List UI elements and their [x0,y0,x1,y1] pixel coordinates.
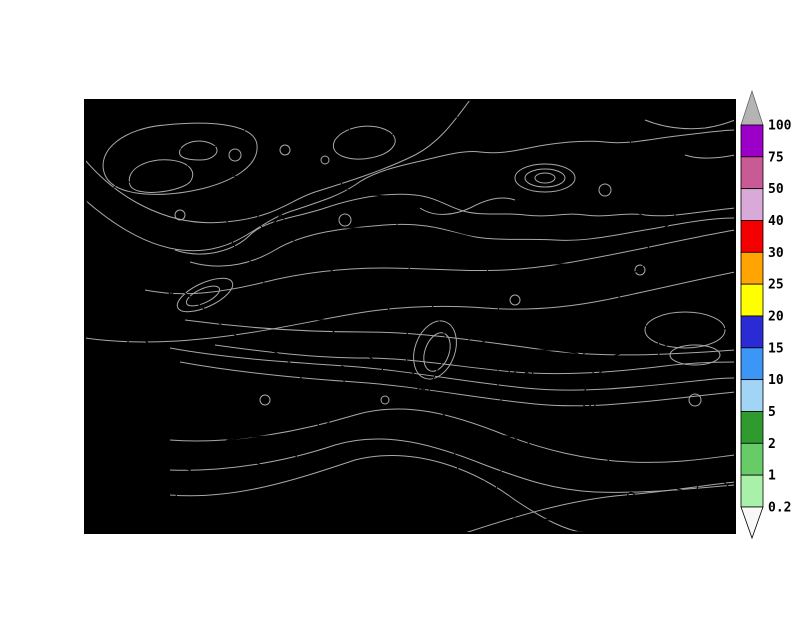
legend-value-label: 15 [768,341,784,356]
legend-value-label: 0.2 [768,500,791,515]
legend-color-block [740,442,764,476]
map-frame [84,99,736,534]
legend-color-block [740,315,764,349]
legend-color-block [740,156,764,190]
legend-arrow-above [740,89,764,126]
legend-color-block [740,124,764,158]
map-plot-area [84,99,736,534]
legend-value-label: 30 [768,246,784,261]
legend-value-label: 25 [768,278,784,293]
legend-value-label: 75 [768,150,784,165]
legend-value-label: 10 [768,373,784,388]
legend-value-label: 40 [768,214,784,229]
legend-color-block [740,379,764,412]
legend-color-block [740,474,764,508]
legend-color-block [740,188,764,221]
legend-value-label: 2 [768,437,776,452]
legend-color-block [740,411,764,444]
legend-color-block [740,220,764,253]
legend-color-block [740,347,764,381]
legend-value-label: 50 [768,182,784,197]
coastline-layer [85,170,735,533]
color-scale-legend: 100 75 50 40 30 25 20 15 10 5 2 1 0.2 [740,89,792,540]
legend-color-block [740,251,764,285]
legend-color-block [740,283,764,317]
country-border-layer [85,108,674,395]
legend-value-label: 5 [768,405,776,420]
legend-value-label: 1 [768,469,776,484]
legend-value-label: 20 [768,309,784,324]
legend-value-label: 100 [768,119,792,134]
legend-arrow-below [740,506,764,540]
